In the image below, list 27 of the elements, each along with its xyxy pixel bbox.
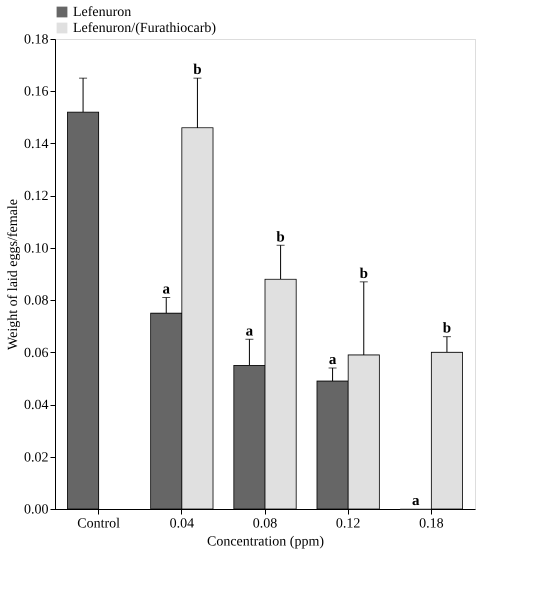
y-tick-label: 0.18	[24, 32, 48, 48]
x-axis-title: Concentration (ppm)	[206, 534, 324, 550]
y-tick-label: 0.12	[24, 189, 48, 204]
legend-label: Lefenuron	[73, 5, 132, 20]
x-tick-label: 0.08	[252, 516, 278, 532]
annotation: a	[412, 493, 420, 509]
annotation: a	[328, 352, 337, 368]
annotation: b	[193, 62, 202, 78]
x-tick-label: Control	[77, 516, 120, 532]
y-tick-label: 0.04	[24, 398, 48, 414]
x-tick-label: 0.04	[170, 516, 194, 532]
y-tick-label: 0.02	[24, 450, 48, 466]
annotation: b	[442, 320, 452, 337]
legend-label: Lefenuron/(Furathiocarb)	[73, 21, 216, 36]
annotation: b	[276, 229, 285, 246]
annotation: b	[360, 266, 368, 282]
y-tick-label: 0.10	[24, 241, 48, 256]
y-tick-label: 0.14	[24, 136, 48, 152]
y-axis-title: Weight of laid eggs/female	[6, 199, 21, 350]
y-tick-label: 0.08	[24, 294, 48, 309]
y-tick-label: 0.16	[24, 84, 48, 100]
annotation: a	[162, 282, 170, 298]
y-tick-label: 0.00	[24, 502, 48, 518]
annotation: a	[246, 323, 254, 340]
y-tick-label: 0.06	[24, 346, 48, 361]
x-tick-label: 0.12	[336, 516, 360, 532]
x-tick-label: 0.18	[419, 516, 444, 532]
